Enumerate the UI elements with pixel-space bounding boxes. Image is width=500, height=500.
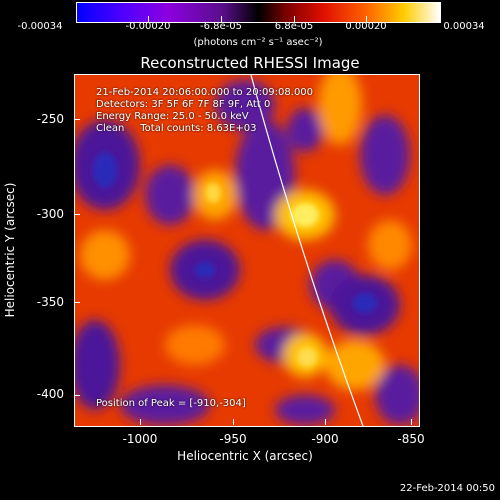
x-tick-label: -1000 xyxy=(122,432,158,446)
x-tick-label: -900 xyxy=(311,432,339,446)
info-energy-range: Energy Range: 25.0 - 50.0 keV xyxy=(96,111,249,122)
info-peak-position: Position of Peak = [-910,-304] xyxy=(96,398,246,409)
y-axis-label: Heliocentric Y (arcsec) xyxy=(3,182,17,318)
image-title: Reconstructed RHESSI Image xyxy=(140,54,360,72)
y-tick-mark xyxy=(74,395,80,396)
colorbar-tick-mark xyxy=(221,16,222,22)
colorbar-tick-label: 6.8e-05 xyxy=(274,21,314,32)
colorbar-tick-mark xyxy=(366,16,367,22)
colorbar-tick-label: 0.00020 xyxy=(345,21,387,32)
colorbar-tick-mark xyxy=(294,16,295,22)
x-tick-mark xyxy=(411,419,412,425)
colorbar-tick-mark xyxy=(439,16,440,22)
colorbar-tick-label: -0.00020 xyxy=(125,21,171,32)
generation-timestamp: 22-Feb-2014 00:50 xyxy=(399,483,495,494)
x-tick-mark xyxy=(325,419,326,425)
x-tick-mark xyxy=(233,419,234,425)
y-tick-label: -400 xyxy=(36,387,64,401)
y-tick-label: -300 xyxy=(36,207,64,221)
y-tick-mark xyxy=(74,302,80,303)
rhessi-image-canvas xyxy=(75,75,419,426)
colorbar-tick-label: -6.8e-05 xyxy=(200,21,242,32)
x-tick-label: -850 xyxy=(397,432,425,446)
colorbar-tick-label: 0.00034 xyxy=(443,21,485,32)
colorbar-tick-mark xyxy=(148,16,149,22)
colorbar-tick-label: -0.00034 xyxy=(17,21,63,32)
y-tick-mark xyxy=(74,214,80,215)
x-tick-label: -950 xyxy=(219,432,247,446)
x-tick-mark xyxy=(140,419,141,425)
info-total-counts: Clean Total counts: 8.63E+03 xyxy=(96,123,257,134)
y-tick-mark xyxy=(74,119,80,120)
colorbar-tick-mark xyxy=(76,16,77,22)
x-axis-label: Heliocentric X (arcsec) xyxy=(177,449,313,463)
colorbar xyxy=(76,2,441,23)
solar-limb-line xyxy=(250,75,364,426)
colorbar-unit: (photons cm⁻² s⁻¹ asec⁻²) xyxy=(193,37,323,48)
y-tick-label: -250 xyxy=(36,112,64,126)
info-time-range: 21-Feb-2014 20:06:00.000 to 20:09:08.000 xyxy=(96,87,314,98)
rhessi-image: 21-Feb-2014 20:06:00.000 to 20:09:08.000… xyxy=(74,74,420,427)
y-tick-label: -350 xyxy=(36,295,64,309)
info-detectors: Detectors: 3F 5F 6F 7F 8F 9F, Att 0 xyxy=(96,99,271,110)
